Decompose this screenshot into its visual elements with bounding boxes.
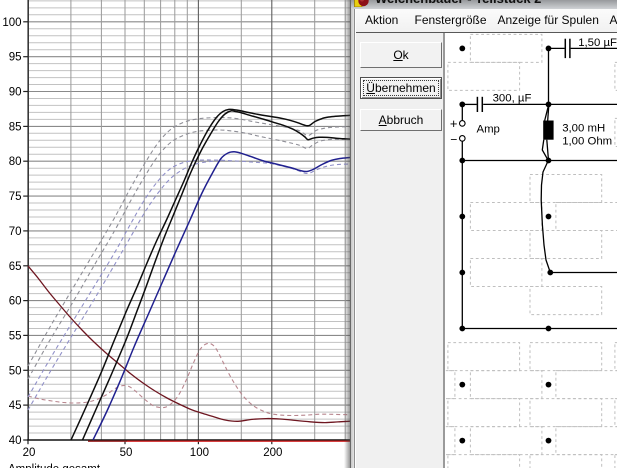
svg-text:70: 70: [9, 226, 22, 238]
svg-text:80: 80: [9, 156, 22, 168]
svg-text:85: 85: [9, 121, 22, 133]
svg-text:95: 95: [9, 52, 22, 64]
svg-text:50: 50: [9, 365, 22, 377]
svg-text:1,00 Ohm: 1,00 Ohm: [562, 136, 612, 148]
svg-text:3,00 mH: 3,00 mH: [562, 123, 605, 135]
svg-text:100: 100: [190, 447, 209, 459]
svg-text:45: 45: [9, 400, 22, 412]
svg-text:20: 20: [23, 447, 36, 459]
svg-text:Amp: Amp: [476, 124, 499, 136]
svg-text:75: 75: [9, 191, 22, 203]
svg-text:300, µF: 300, µF: [492, 92, 531, 104]
svg-text:65: 65: [9, 261, 22, 273]
svg-text:200: 200: [263, 447, 282, 459]
svg-text:55: 55: [9, 330, 22, 342]
svg-text:100: 100: [2, 17, 21, 29]
svg-text:Amplitude gesamt: Amplitude gesamt: [8, 464, 101, 468]
svg-text:1,50 µF: 1,50 µF: [578, 37, 617, 49]
svg-text:50: 50: [120, 447, 133, 459]
svg-text:60: 60: [9, 296, 22, 308]
svg-text:90: 90: [9, 87, 22, 99]
svg-text:−: −: [450, 133, 457, 147]
svg-text:40: 40: [9, 435, 22, 447]
svg-text:+: +: [449, 116, 457, 131]
